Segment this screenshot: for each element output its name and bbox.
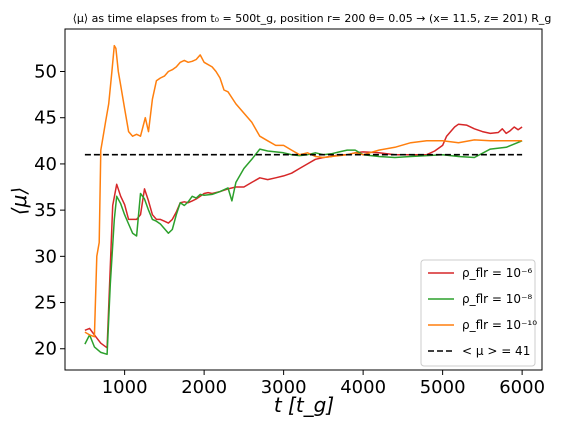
legend-frame	[420, 259, 536, 367]
plot-frame	[64, 28, 543, 371]
y-tick-label-2: 30	[34, 246, 57, 267]
x-axis-title: t [t_g]	[274, 393, 334, 417]
ticks-layer: 1000 2000 3000 4000 5000 6000 20 25 30 35 40 45 50	[34, 62, 545, 398]
legend-label-1: ρ_flr = 10⁻⁸	[462, 292, 532, 306]
y-tick-label-6: 50	[34, 62, 57, 83]
x-tick-label-1: 2000	[181, 377, 227, 398]
series-line-0	[84, 123, 523, 349]
x-tick-label-3: 4000	[340, 377, 386, 398]
series-line-2	[84, 44, 523, 338]
legend-label-2: ρ_flr = 10⁻¹⁰	[462, 318, 537, 332]
y-tick-label-0: 20	[34, 339, 57, 360]
y-tick-label-1: 25	[34, 293, 57, 314]
x-tick-label-5: 6000	[499, 377, 545, 398]
y-tick-label-3: 35	[34, 200, 57, 221]
y-tick-label-4: 40	[34, 154, 57, 175]
x-tick-label-2: 3000	[261, 377, 307, 398]
series-layer	[84, 44, 523, 356]
y-tick-label-5: 45	[34, 108, 57, 129]
x-tick-label-0: 1000	[102, 377, 148, 398]
y-axis-title: ⟨μ⟩	[7, 187, 31, 215]
legend: ρ_flr = 10⁻⁶ ρ_flr = 10⁻⁸ ρ_flr = 10⁻¹⁰ < μ…	[420, 259, 537, 367]
chart-title: ⟨μ⟩ as time elapses from t₀ = 500t_g, po…	[73, 12, 552, 25]
legend-label-0: ρ_flr = 10⁻⁶	[462, 266, 532, 280]
x-tick-label-4: 5000	[420, 377, 466, 398]
legend-label-3: < μ > = 41	[462, 344, 530, 358]
